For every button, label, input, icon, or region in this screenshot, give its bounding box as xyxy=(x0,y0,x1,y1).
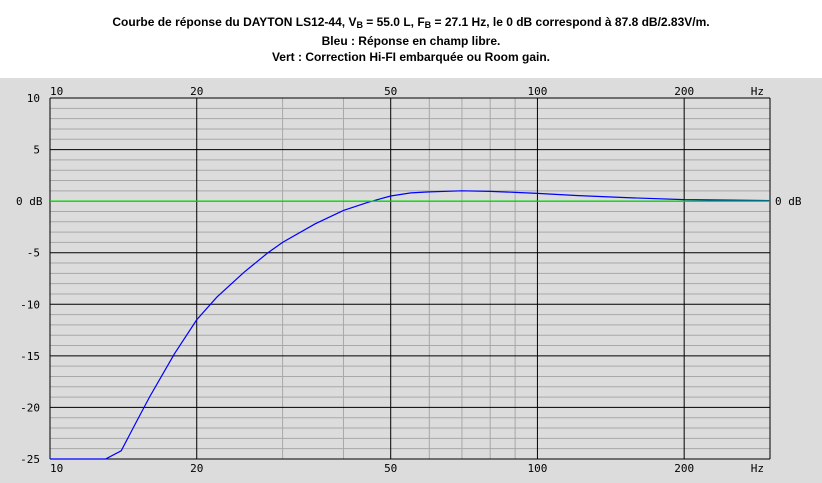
minor-grid xyxy=(50,98,770,459)
series-layer xyxy=(50,190,771,460)
title-line-2: Bleu : Réponse en champ libre. xyxy=(321,34,501,48)
chart-area: 10 10 20 20 50 50 100 100 200 200 Hz Hz 10 5 0 dB -5 -10… xyxy=(0,78,822,483)
title-line-3: Vert : Correction Hi-FI embarquée ou Roo… xyxy=(271,50,551,64)
y-tick-label-left: 5 xyxy=(33,144,40,157)
x-tick-label-bottom: 50 xyxy=(384,462,397,475)
frequency-response-chart: 10 10 20 20 50 50 100 100 200 200 Hz Hz 10 5 0 dB -5 -10… xyxy=(16,85,802,475)
x-tick-label-top: 20 xyxy=(190,85,203,98)
x-tick-label-bottom: 200 xyxy=(674,462,694,475)
plot-background xyxy=(50,98,770,459)
y-tick-label-left: -25 xyxy=(20,453,40,466)
y-tick-label-left: -20 xyxy=(20,401,40,414)
x-tick-label-bottom: 10 xyxy=(50,462,63,475)
title-line-1: Courbe de réponse du DAYTON LS12-44, VB … xyxy=(112,15,710,30)
y-tick-label-left: 0 dB xyxy=(16,195,43,208)
x-tick-label-top: 50 xyxy=(384,85,397,98)
y-tick-label-left: -5 xyxy=(27,247,40,260)
series-line-0 xyxy=(50,190,771,460)
x-tick-label-top: 100 xyxy=(527,85,547,98)
y-tick-label-left: -15 xyxy=(20,350,40,363)
x-tick-label-top: 200 xyxy=(674,85,694,98)
x-tick-label-bottom: 20 xyxy=(190,462,203,475)
y-tick-label-left: 10 xyxy=(27,92,40,105)
x-tick-label-top: 10 xyxy=(50,85,63,98)
y-label-right: 0 dB xyxy=(775,195,802,208)
x-unit-label-top: Hz xyxy=(751,85,764,98)
chart-title: Courbe de réponse du DAYTON LS12-44, VB … xyxy=(0,14,822,65)
x-tick-label-bottom: 100 xyxy=(527,462,547,475)
axis-labels: 10 10 20 20 50 50 100 100 200 200 Hz Hz 10 5 0 dB -5 -10… xyxy=(16,85,802,475)
y-tick-label-left: -10 xyxy=(20,298,40,311)
x-unit-label-bottom: Hz xyxy=(751,462,764,475)
